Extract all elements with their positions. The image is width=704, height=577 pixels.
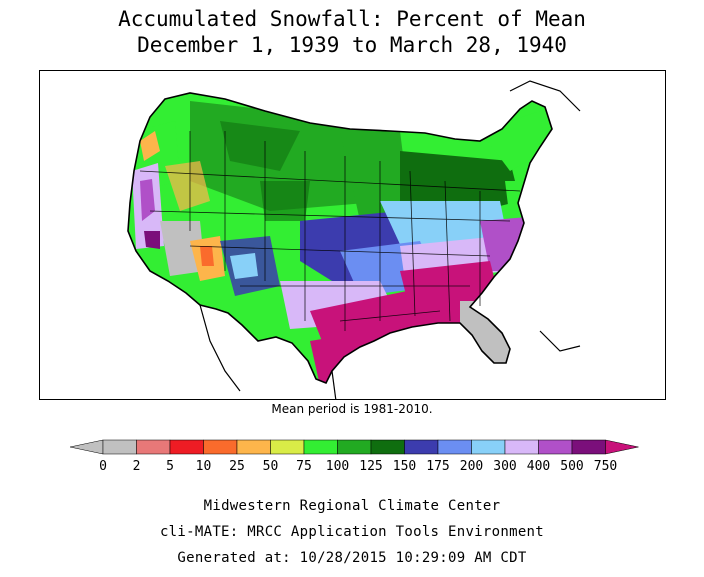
legend-tick-label: 25 [229,459,245,474]
legend-bin [404,439,439,455]
legend-tick-label: 300 [493,459,516,474]
legend-bin [303,439,338,455]
legend-bin [102,439,137,455]
legend-bin [337,439,372,455]
legend-bin [270,439,305,455]
legend-bin [169,439,204,455]
legend-tick-label: 0 [99,459,107,474]
credit-organization: Midwestern Regional Climate Center [203,498,501,514]
legend-bin [504,439,539,455]
legend-tick-label: 2 [133,459,141,474]
credit-tool: cli-MATE: MRCC Application Tools Environ… [159,524,545,540]
legend-bin [370,439,405,455]
coastlines [199,80,581,399]
legend-bin [471,439,506,455]
legend-bin [203,439,238,455]
mean-period-note: Mean period is 1981-2010. [271,402,433,416]
legend-bin [538,439,573,455]
snowfall-shading [128,93,552,383]
legend-tick-label: 750 [594,459,617,474]
legend-below-range-triangle [69,439,104,455]
legend-tick-label: 200 [460,459,483,474]
legend-tick-label: 100 [326,459,349,474]
legend-bin [437,439,472,455]
legend-tick-label: 50 [263,459,279,474]
legend-bin [236,439,271,455]
legend-bin [136,439,171,455]
credit-generated: Generated at: 10/28/2015 10:29:09 AM CDT [177,550,527,566]
legend-tick-label: 125 [359,459,382,474]
legend-tick-label: 500 [560,459,583,474]
color-legend: 0 2 5 10 25 50 75 100 125 150 175 200 300 400 500 750 [69,439,639,474]
legend-tick-label: 10 [196,459,212,474]
map-date-range: December 1, 1939 to March 28, 1940 [137,33,567,57]
state-boundaries [139,131,521,331]
legend-tick-label: 175 [426,459,449,474]
legend-tick-label: 150 [393,459,416,474]
legend-above-range-triangle [605,439,639,455]
snowfall-map [127,80,581,399]
map-frame [39,70,666,400]
legend-tick-label: 75 [296,459,312,474]
map-title: Accumulated Snowfall: Percent of Mean [118,7,586,31]
legend-tick-label: 5 [166,459,174,474]
legend-tick-label: 400 [527,459,550,474]
legend-bin [571,439,606,455]
